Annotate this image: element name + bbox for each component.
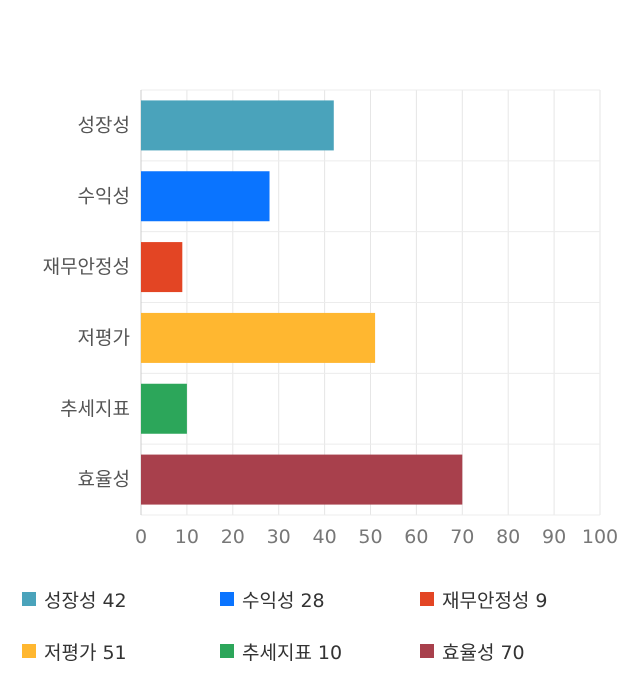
x-tick-label: 30	[267, 526, 291, 548]
x-tick-label: 40	[313, 526, 337, 548]
x-tick-label: 0	[135, 526, 147, 548]
category-label: 성장성	[78, 114, 130, 136]
legend-category: 재무안정성	[442, 589, 530, 612]
x-tick-label: 80	[496, 526, 520, 548]
legend-swatch	[22, 644, 36, 658]
bar-1	[141, 100, 334, 151]
legend-label: 수익성 28	[242, 586, 325, 613]
legend-swatch	[22, 592, 36, 606]
legend-value: 51	[102, 641, 127, 664]
x-tick-label: 70	[450, 526, 474, 548]
legend-category: 수익성	[242, 589, 295, 612]
legend-category: 효율성	[442, 641, 495, 664]
legend-label: 추세지표 10	[242, 638, 342, 665]
legend-swatch	[420, 644, 434, 658]
category-label: 추세지표	[60, 398, 130, 420]
legend-swatch	[420, 592, 434, 606]
bar-3	[141, 242, 183, 293]
chart-legend: 성장성 42 수익성 28 재무안정성 9 저평가 51 추세지표 10 효율성 70	[0, 580, 640, 690]
category-label: 저평가	[78, 327, 130, 349]
bar-4	[141, 312, 376, 363]
legend-value: 9	[535, 589, 548, 612]
bar-2	[141, 171, 270, 222]
category-label: 효율성	[78, 469, 130, 491]
legend-swatch	[220, 644, 234, 658]
legend-item: 성장성 42	[22, 584, 127, 614]
x-tick-label: 90	[542, 526, 566, 548]
legend-value: 10	[317, 641, 343, 664]
legend-item: 저평가 51	[22, 636, 127, 666]
legend-category: 추세지표	[242, 641, 312, 664]
legend-label: 성장성 42	[44, 586, 127, 613]
legend-value: 28	[300, 589, 325, 612]
legend-category: 성장성	[44, 589, 97, 612]
legend-value: 70	[500, 641, 525, 664]
legend-category: 저평가	[44, 641, 97, 664]
category-label: 재무안정성	[43, 256, 130, 278]
legend-label: 효율성 70	[442, 638, 525, 665]
x-tick-label: 60	[404, 526, 428, 548]
x-tick-label: 10	[175, 526, 199, 548]
legend-item: 추세지표 10	[220, 636, 342, 666]
bar-5	[141, 383, 187, 434]
x-tick-label: 20	[221, 526, 245, 548]
x-tick-label: 50	[358, 526, 382, 548]
category-label: 수익성	[78, 185, 130, 207]
legend-item: 수익성 28	[220, 584, 325, 614]
legend-swatch	[220, 592, 234, 606]
x-tick-label: 100	[582, 526, 618, 548]
bar-6	[141, 454, 463, 505]
legend-label: 저평가 51	[44, 638, 127, 665]
legend-item: 재무안정성 9	[420, 584, 548, 614]
legend-item: 효율성 70	[420, 636, 525, 666]
legend-value: 42	[102, 589, 127, 612]
legend-label: 재무안정성 9	[442, 586, 548, 613]
